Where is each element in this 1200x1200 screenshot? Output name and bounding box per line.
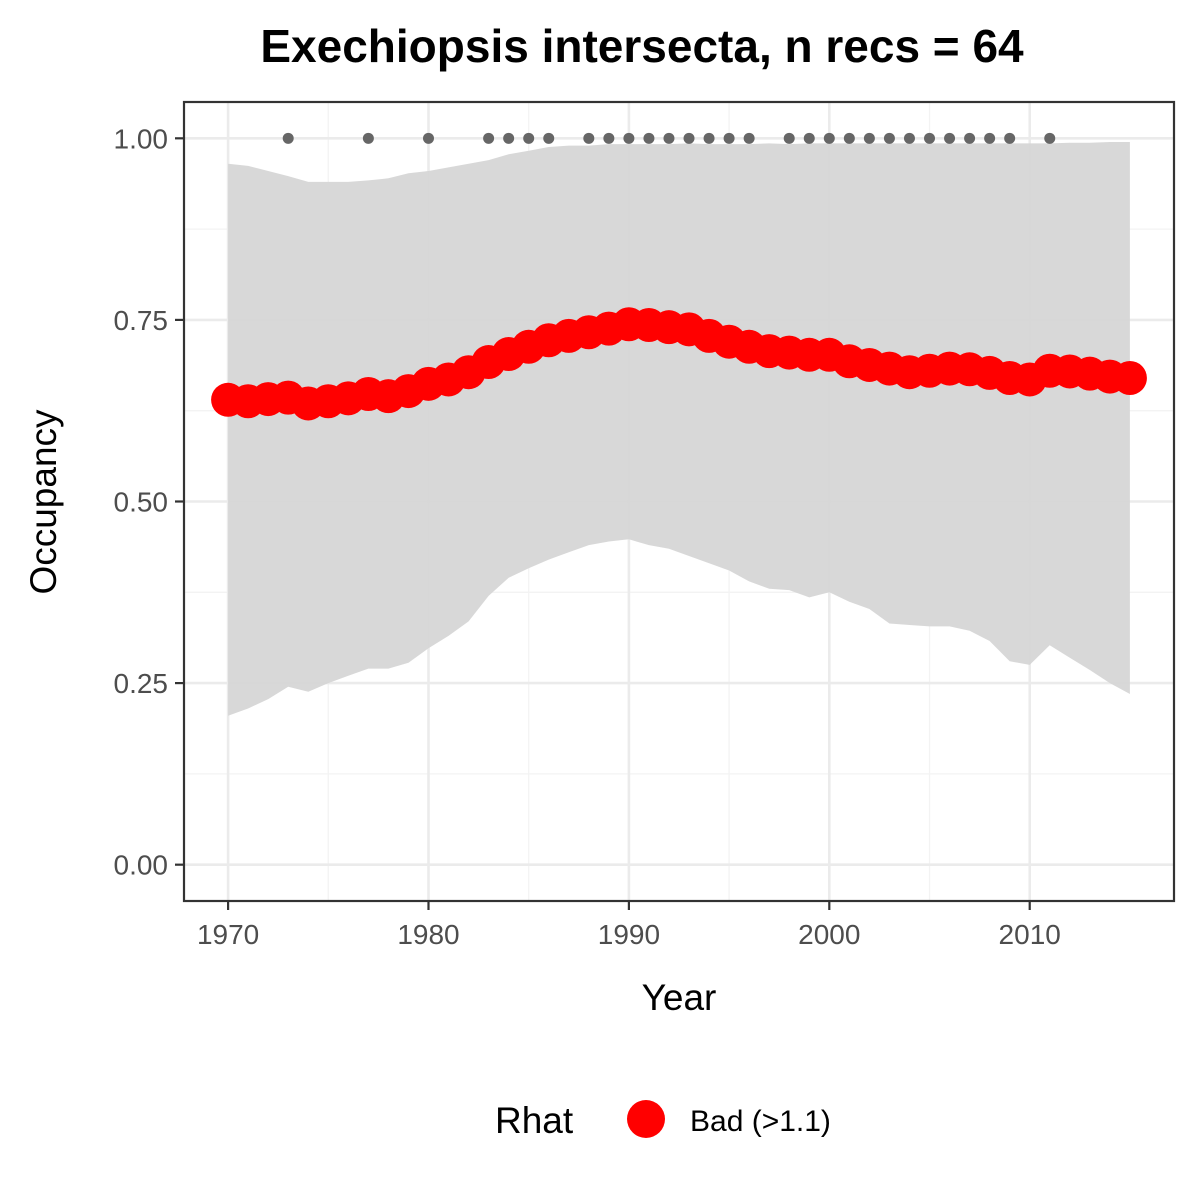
- record-point: [924, 132, 936, 144]
- x-tick-label: 2010: [999, 919, 1061, 950]
- legend-key-bad: [627, 1100, 665, 1138]
- record-point: [743, 132, 755, 144]
- record-points: [282, 132, 1056, 144]
- record-point: [803, 132, 815, 144]
- x-axis-title: Year: [642, 977, 717, 1018]
- record-point: [1044, 132, 1056, 144]
- record-point: [282, 132, 294, 144]
- record-point: [843, 132, 855, 144]
- record-point: [623, 132, 635, 144]
- legend: Rhat Bad (>1.1): [495, 1100, 831, 1141]
- record-point: [1004, 132, 1016, 144]
- record-point: [523, 132, 535, 144]
- record-point: [503, 132, 515, 144]
- record-point: [964, 132, 976, 144]
- legend-title: Rhat: [495, 1100, 574, 1141]
- record-point: [703, 132, 715, 144]
- y-tick-label: 0.25: [114, 668, 169, 699]
- y-tick-label: 0.50: [114, 487, 169, 518]
- record-point: [984, 132, 996, 144]
- record-point: [863, 132, 875, 144]
- legend-label-bad: Bad (>1.1): [690, 1105, 831, 1138]
- record-point: [683, 132, 695, 144]
- record-point: [643, 132, 655, 144]
- record-point: [723, 132, 735, 144]
- occupancy-points: [211, 307, 1147, 421]
- data-point: [1112, 361, 1147, 396]
- record-point: [483, 132, 495, 144]
- record-point: [583, 132, 595, 144]
- record-point: [663, 132, 675, 144]
- record-point: [543, 132, 555, 144]
- chart-title: Exechiopsis intersecta, n recs = 64: [260, 20, 1024, 72]
- y-axis-title: Occupancy: [23, 409, 64, 595]
- y-tick-label: 0.75: [114, 305, 169, 336]
- record-point: [783, 132, 795, 144]
- x-tick-label: 1980: [397, 919, 459, 950]
- record-point: [422, 132, 434, 144]
- record-point: [944, 132, 956, 144]
- y-axis: 0.00 0.25 0.50 0.75 1.00: [114, 123, 184, 881]
- x-axis: 1970 1980 1990 2000 2010: [197, 901, 1061, 950]
- credible-interval-ribbon: [228, 142, 1130, 716]
- y-tick-label: 1.00: [114, 123, 169, 154]
- record-point: [883, 132, 895, 144]
- record-point: [603, 132, 615, 144]
- x-tick-label: 1990: [598, 919, 660, 950]
- x-tick-label: 1970: [197, 919, 259, 950]
- record-point: [903, 132, 915, 144]
- record-point: [823, 132, 835, 144]
- record-point: [362, 132, 374, 144]
- plot-panel: [182, 100, 1176, 903]
- x-tick-label: 2000: [798, 919, 860, 950]
- y-tick-label: 0.00: [114, 850, 169, 881]
